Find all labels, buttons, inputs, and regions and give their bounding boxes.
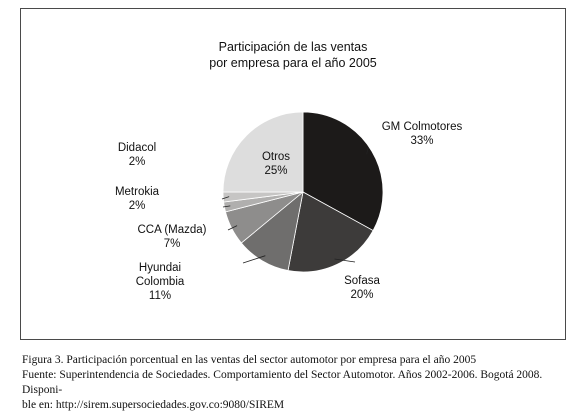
slice-percent: 2%	[129, 156, 146, 168]
caption-line-3: ble en: http://sirem.supersociedades.gov…	[22, 399, 285, 411]
caption-line-1: Figura 3. Participación porcentual en la…	[22, 354, 477, 366]
leader-line	[242, 255, 266, 264]
slice-label: Sofasa 20%	[344, 275, 380, 301]
pie-slices	[222, 111, 384, 273]
leader-line	[222, 205, 231, 208]
figure-caption: Figura 3. Participación porcentual en la…	[22, 353, 567, 413]
pie-slice-otros	[222, 111, 304, 193]
slice-percent: 2%	[129, 200, 146, 212]
slice-label: Didacol 2%	[118, 142, 156, 168]
leader-line	[366, 147, 369, 155]
slice-percent: 20%	[350, 289, 373, 301]
leader-lines	[221, 147, 369, 264]
leader-line	[334, 258, 356, 263]
pie-slice-sofasa	[287, 191, 374, 273]
slice-label: Hyundai Colombia 11%	[136, 262, 185, 302]
slice-labels: GM Colmotores 33% Sofasa 20% Hyundai Colombia…	[115, 121, 463, 302]
chart-title-line-2: por empresa para el año 2005	[209, 56, 377, 70]
slice-label: Metrokia 2%	[115, 186, 160, 212]
leader-line	[221, 196, 230, 200]
slice-label: Otros 25%	[262, 151, 290, 177]
slice-percent: 7%	[164, 238, 181, 250]
pie-slice-gm-colmotores	[302, 111, 384, 232]
slice-label: CCA (Mazda) 7%	[137, 224, 206, 250]
chart-title: Participación de las ventas por empresa …	[21, 39, 565, 71]
slice-percent: 25%	[264, 165, 287, 177]
leader-line	[227, 225, 238, 231]
slice-percent: 11%	[149, 290, 171, 302]
slice-label: GM Colmotores 33%	[382, 121, 463, 147]
chart-title-line-1: Participación de las ventas	[218, 40, 368, 54]
caption-line-2: Fuente: Superintendencia de Sociedades. …	[22, 369, 543, 396]
slice-percent: 33%	[410, 135, 433, 147]
